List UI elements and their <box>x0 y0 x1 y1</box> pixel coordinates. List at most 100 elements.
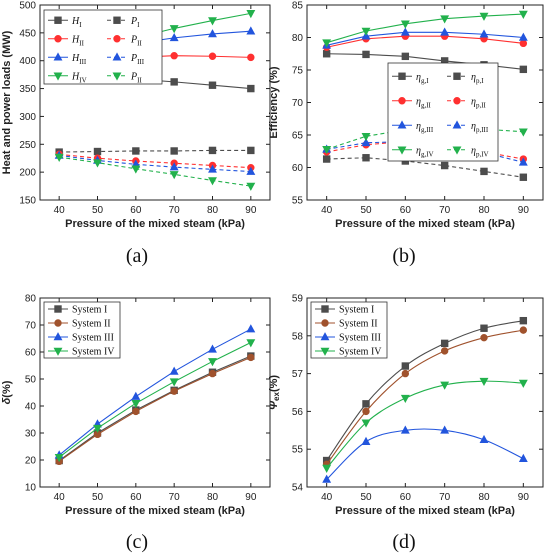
data-point <box>246 324 256 333</box>
data-point <box>518 453 528 462</box>
data-point <box>361 27 371 36</box>
legend-label: ηp,IV <box>471 145 489 158</box>
legend-marker <box>453 72 461 80</box>
data-point <box>322 39 332 48</box>
data-point <box>93 424 102 433</box>
data-point <box>362 400 370 408</box>
data-point <box>246 166 256 175</box>
legend-marker <box>54 305 62 313</box>
legend-marker <box>452 120 462 129</box>
legend-label: System IV <box>72 347 115 358</box>
panel-label: (a) <box>126 245 148 267</box>
x-tick-label: 90 <box>245 205 257 216</box>
data-point <box>208 344 217 353</box>
x-tick-label: 70 <box>169 205 181 216</box>
data-point <box>362 407 370 416</box>
legend-marker <box>397 146 407 155</box>
legend-label: HI <box>71 16 82 29</box>
y-tick-label: 58 <box>292 331 304 342</box>
data-point <box>208 146 217 155</box>
x-axis-title: Pressure of the mixed steam (kPa) <box>335 505 515 517</box>
x-tick-label: 60 <box>130 492 142 503</box>
data-point <box>361 419 371 428</box>
x-axis-title: Pressure of the mixed steam (kPa) <box>65 505 245 517</box>
data-point <box>247 84 255 93</box>
data-point <box>54 153 64 162</box>
chart-panel-3: 40 50 60 70 80 90 10 20 30 40 50 60 70 80 Pressure of … <box>1 294 271 517</box>
y-axis-title: δ(%) <box>1 380 13 404</box>
y-tick-label: 30 <box>25 429 37 440</box>
x-tick-label: 60 <box>400 492 412 503</box>
legend-label: PIII <box>130 53 145 66</box>
data-point <box>400 20 410 29</box>
legend-marker <box>53 52 63 61</box>
x-axis-title: Pressure of the mixed steam (kPa) <box>335 218 515 230</box>
legend-marker <box>321 319 329 327</box>
x-tick-label: 70 <box>439 492 451 503</box>
y-tick-label: 70 <box>25 321 37 332</box>
data-point <box>247 146 255 155</box>
data-point <box>208 52 217 60</box>
y-axis-title: Heat and power loads (MW) <box>1 30 13 174</box>
y-tick-label: 60 <box>25 348 37 359</box>
data-point <box>247 53 255 62</box>
data-point <box>169 25 179 34</box>
data-point <box>170 78 178 86</box>
x-tick-label: 50 <box>360 205 372 216</box>
series-line-4 <box>58 342 252 458</box>
y-tick-label: 65 <box>292 131 304 142</box>
legend-label: ηg,II <box>416 96 432 109</box>
legend-label: HII <box>71 34 85 47</box>
legend-marker <box>320 332 330 341</box>
y-tick-label: 57 <box>292 369 304 380</box>
x-tick-label: 80 <box>207 492 219 503</box>
x-tick-label: 40 <box>54 492 66 503</box>
series-line-3 <box>326 31 524 46</box>
x-tick-label: 60 <box>130 205 142 216</box>
data-point <box>518 128 528 137</box>
legend-marker <box>113 35 121 43</box>
x-tick-label: 80 <box>478 205 490 216</box>
legend: System I System II System III System IV <box>310 301 388 359</box>
legend-marker <box>112 52 122 61</box>
data-point <box>519 326 528 334</box>
legend: System I System II System III System IV <box>43 301 121 359</box>
data-point <box>400 425 410 434</box>
data-point <box>440 347 449 355</box>
x-tick-label: 50 <box>92 492 104 503</box>
data-point <box>208 164 217 173</box>
data-point <box>518 379 528 388</box>
series-line-1 <box>58 355 252 461</box>
data-point <box>208 369 217 378</box>
panel-label: (b) <box>392 245 415 267</box>
data-point <box>131 391 141 400</box>
legend-marker <box>54 319 62 327</box>
legend-marker <box>53 72 63 81</box>
data-point <box>519 39 528 48</box>
data-point <box>247 353 255 362</box>
y-axis-title: Efficiency (%) <box>268 66 280 138</box>
y-tick-label: 200 <box>19 168 36 179</box>
data-point <box>440 15 450 24</box>
data-point <box>479 29 489 38</box>
data-point <box>479 12 489 21</box>
data-point <box>362 154 370 162</box>
legend-marker <box>320 347 330 356</box>
legend-marker <box>54 16 62 24</box>
y-tick-label: 60 <box>292 163 304 174</box>
series-line-5 <box>326 157 524 178</box>
data-point <box>361 436 371 445</box>
y-tick-label: 56 <box>292 407 304 418</box>
data-point <box>361 137 371 147</box>
legend-label: System I <box>339 305 374 316</box>
data-point <box>401 362 410 370</box>
legend-marker <box>452 146 462 155</box>
chart-panel-2: 40 50 60 70 80 90 55 60 65 70 75 80 85 Pressure of th… <box>268 1 544 230</box>
legend-marker <box>54 35 62 43</box>
x-tick-label: 60 <box>400 205 412 216</box>
legend-label: HIV <box>71 71 87 84</box>
y-tick-label: 80 <box>292 33 304 44</box>
data-point <box>440 161 449 170</box>
data-point <box>93 147 102 156</box>
